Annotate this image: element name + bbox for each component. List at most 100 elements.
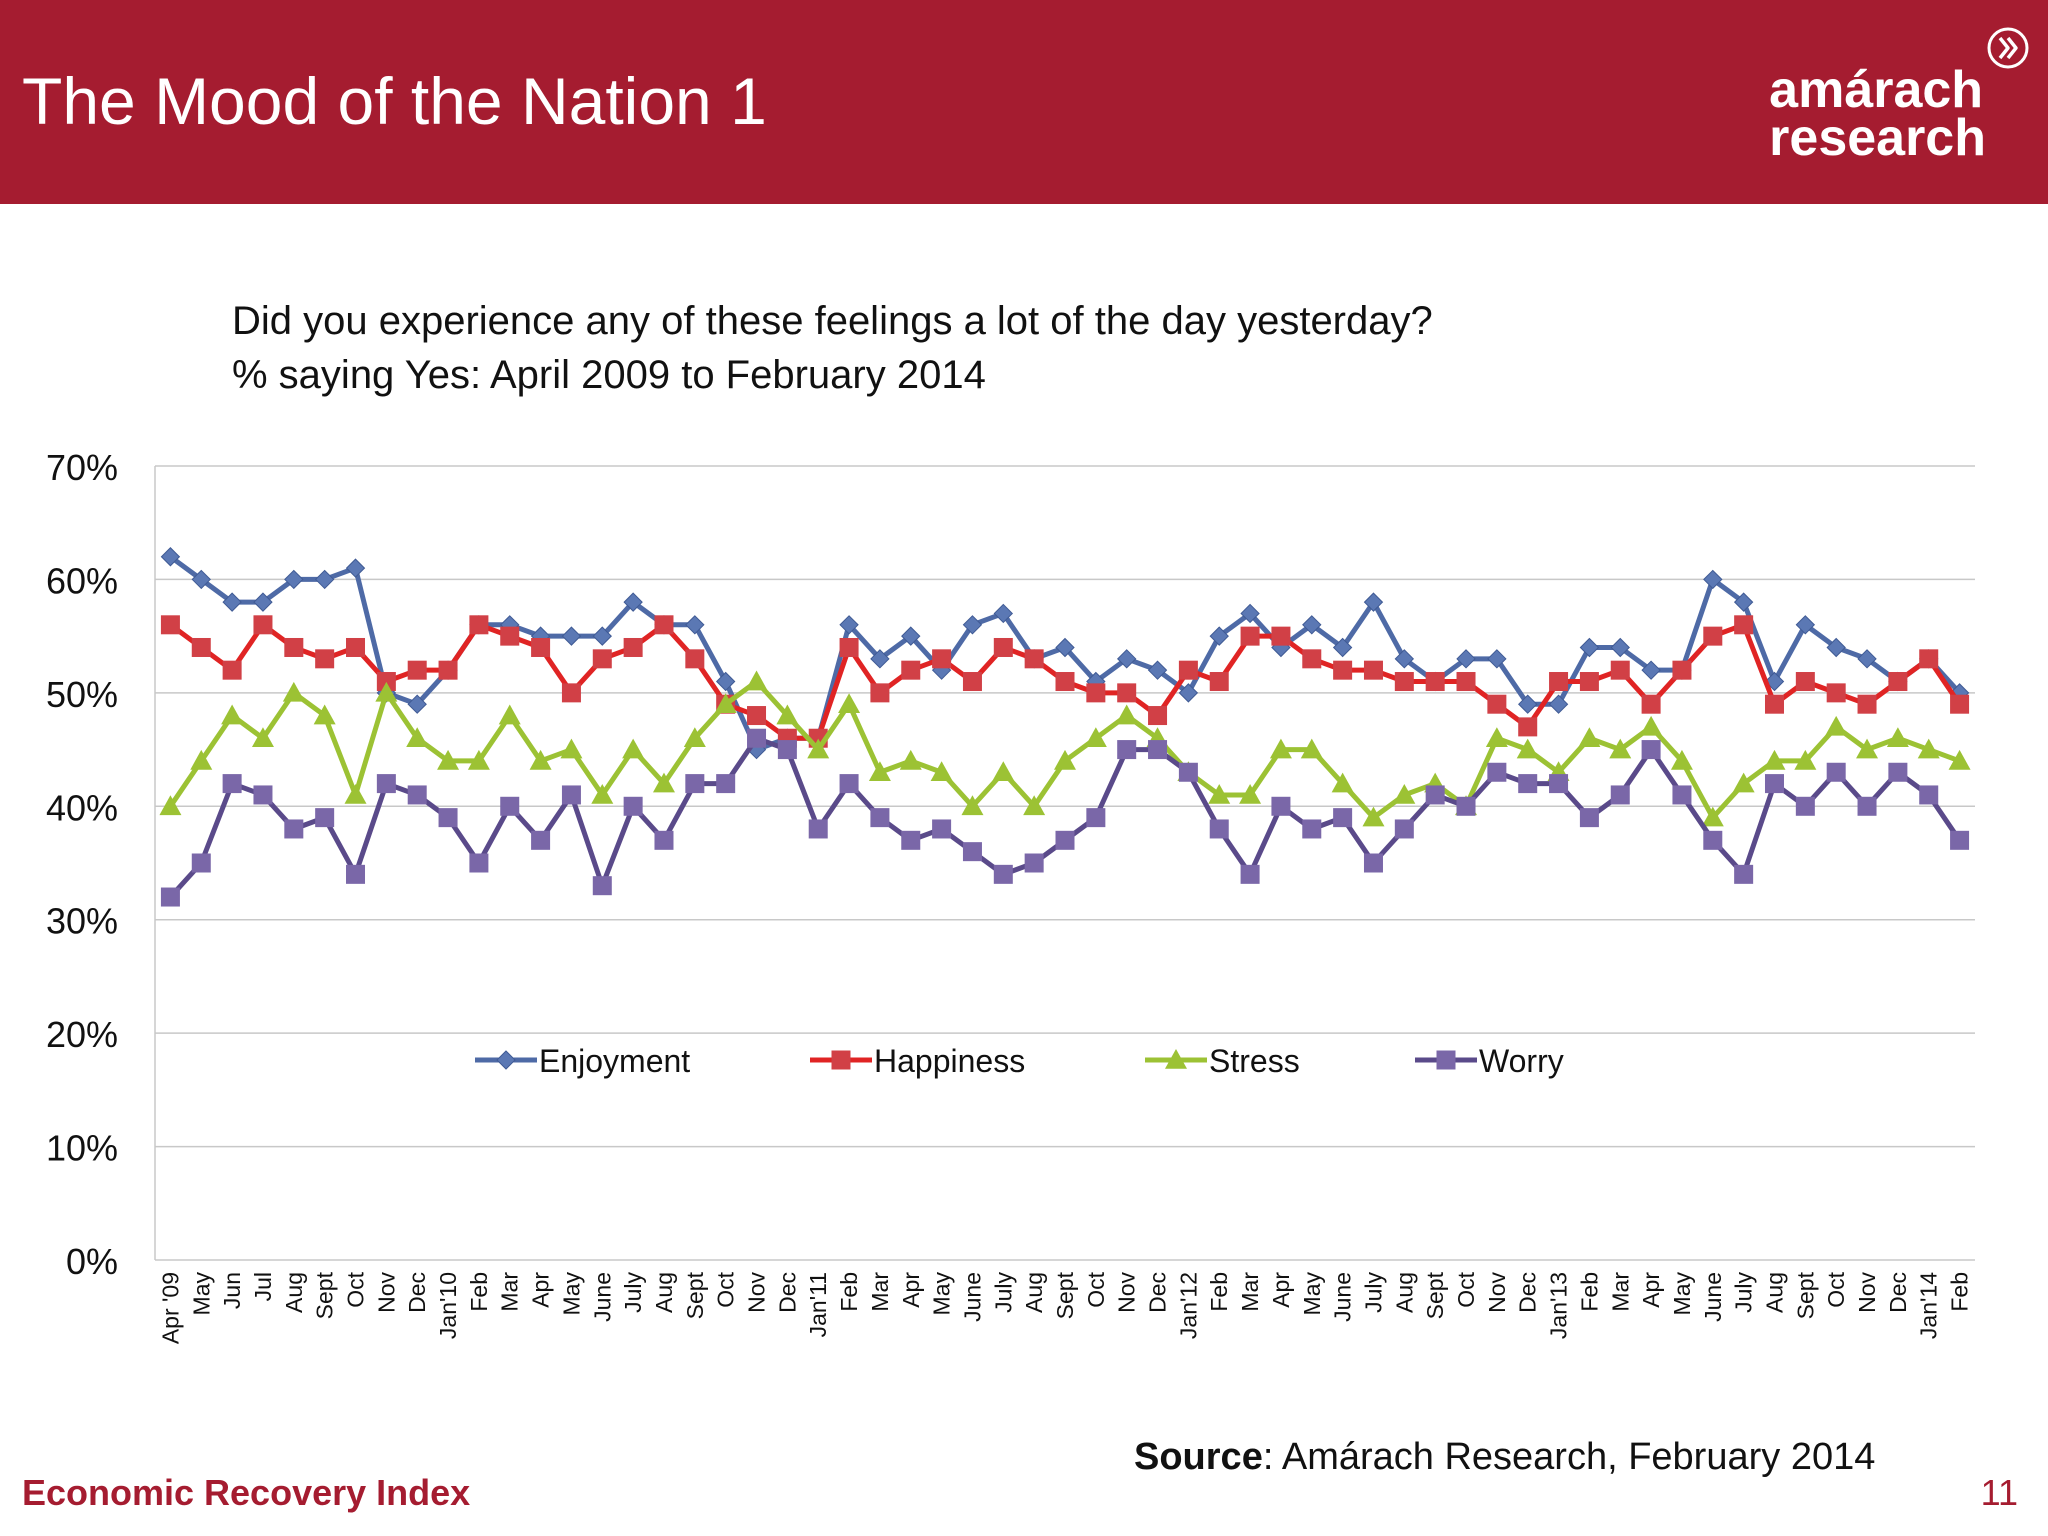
stress-point bbox=[1115, 704, 1138, 725]
worry-point bbox=[1117, 740, 1137, 760]
enjoyment-legend-marker bbox=[496, 1050, 516, 1070]
worry-point bbox=[315, 808, 335, 828]
enjoyment-point bbox=[1795, 615, 1816, 635]
worry-point bbox=[962, 842, 982, 862]
x-tick-label: Mar bbox=[1607, 1272, 1633, 1312]
stress-point bbox=[251, 727, 274, 748]
x-tick-label: Dec bbox=[404, 1272, 430, 1313]
stress-point bbox=[868, 761, 891, 782]
enjoyment-point bbox=[1518, 694, 1538, 714]
worry-point bbox=[346, 864, 366, 884]
worry-point bbox=[1178, 762, 1198, 782]
x-tick-label: Mar bbox=[1237, 1272, 1263, 1312]
enjoyment-point bbox=[284, 569, 304, 590]
worry-point bbox=[623, 796, 643, 816]
x-tick-label: June bbox=[959, 1272, 985, 1322]
enjoyment-point bbox=[1240, 603, 1260, 624]
enjoyment-point bbox=[1456, 649, 1476, 669]
stress-point bbox=[467, 749, 490, 770]
stress-point bbox=[1362, 806, 1385, 827]
happiness-point bbox=[685, 649, 705, 669]
stress-point bbox=[807, 738, 830, 759]
worry-point bbox=[407, 785, 427, 805]
enjoyment-point bbox=[407, 694, 427, 714]
happiness-point bbox=[1579, 672, 1599, 692]
enjoyment-point bbox=[715, 671, 736, 692]
x-tick-label: Feb bbox=[836, 1272, 862, 1312]
stress-point bbox=[1701, 806, 1724, 827]
happiness-point bbox=[1734, 615, 1754, 635]
enjoyment-point bbox=[160, 547, 181, 567]
happiness-point bbox=[1950, 694, 1970, 714]
stress-legend-label: Stress bbox=[1209, 1043, 1300, 1079]
enjoyment-point bbox=[839, 615, 859, 635]
happiness-point bbox=[500, 626, 520, 646]
stress-point bbox=[1578, 727, 1601, 748]
stress-point bbox=[1763, 749, 1786, 770]
stress-point bbox=[745, 670, 768, 691]
happiness-point bbox=[1024, 649, 1044, 669]
worry-point bbox=[1363, 853, 1383, 873]
source-text: : Amárach Research, February 2014 bbox=[1262, 1436, 1876, 1478]
x-tick-label: July bbox=[990, 1272, 1016, 1313]
enjoyment-point bbox=[1641, 660, 1661, 680]
stress-point bbox=[560, 738, 583, 759]
x-tick-label: Apr bbox=[528, 1272, 554, 1308]
worry-point bbox=[777, 740, 797, 760]
stress-point bbox=[1331, 772, 1354, 793]
happiness-point bbox=[1055, 672, 1075, 692]
x-tick-label: Jan'14 bbox=[1916, 1272, 1942, 1339]
enjoyment-point bbox=[1579, 637, 1600, 658]
enjoyment-point bbox=[1703, 569, 1723, 590]
x-tick-label: Jan'12 bbox=[1175, 1272, 1201, 1339]
enjoyment-point bbox=[561, 626, 582, 646]
worry-point bbox=[870, 808, 890, 828]
enjoyment-point bbox=[993, 603, 1014, 624]
happiness-point bbox=[253, 615, 273, 635]
happiness-point bbox=[1703, 626, 1723, 646]
x-tick-label: Dec bbox=[1885, 1272, 1911, 1313]
x-tick-label: Feb bbox=[1206, 1272, 1232, 1312]
chart-question: Did you experience any of these feelings… bbox=[232, 294, 1433, 402]
enjoyment-point bbox=[1116, 649, 1137, 669]
enjoyment-point bbox=[962, 615, 983, 635]
stress-point bbox=[930, 761, 953, 782]
worry-point bbox=[222, 774, 242, 794]
worry-point bbox=[1764, 774, 1784, 794]
x-tick-label: Sept bbox=[312, 1271, 338, 1319]
enjoyment-point bbox=[1209, 626, 1229, 646]
happiness-point bbox=[1641, 694, 1661, 714]
happiness-point bbox=[1240, 626, 1260, 646]
worry-point bbox=[438, 808, 458, 828]
worry-point bbox=[1487, 762, 1507, 782]
x-tick-label: May bbox=[929, 1272, 955, 1316]
stress-point bbox=[1269, 738, 1292, 759]
x-tick-label: Feb bbox=[1947, 1272, 1973, 1312]
stress-point bbox=[1732, 772, 1755, 793]
happiness-point bbox=[1456, 672, 1476, 692]
stress-point bbox=[683, 727, 706, 748]
happiness-point bbox=[1888, 672, 1908, 692]
enjoyment-point bbox=[1548, 694, 1569, 714]
stress-point bbox=[1670, 749, 1693, 770]
x-tick-label: Sept bbox=[1792, 1271, 1818, 1319]
happiness-point bbox=[1117, 683, 1137, 703]
worry-point bbox=[561, 785, 581, 805]
x-tick-label: July bbox=[1360, 1272, 1386, 1313]
happiness-point bbox=[284, 637, 304, 657]
enjoyment-point bbox=[870, 649, 890, 669]
x-tick-label: Aug bbox=[1021, 1272, 1047, 1313]
brand-logo: amárach research bbox=[1769, 64, 1986, 164]
worry-point bbox=[1579, 808, 1599, 828]
x-tick-label: Oct bbox=[1453, 1271, 1479, 1307]
happiness-point bbox=[1425, 672, 1445, 692]
worry-point bbox=[1610, 785, 1630, 805]
y-tick-label: 60% bbox=[46, 560, 118, 601]
worry-point bbox=[654, 830, 674, 850]
x-tick-label: Jan'11 bbox=[805, 1272, 831, 1337]
stress-point bbox=[622, 738, 645, 759]
happiness-point bbox=[901, 660, 921, 680]
happiness-point bbox=[1394, 672, 1414, 692]
stress-point bbox=[1609, 738, 1632, 759]
worry-point bbox=[1734, 864, 1754, 884]
